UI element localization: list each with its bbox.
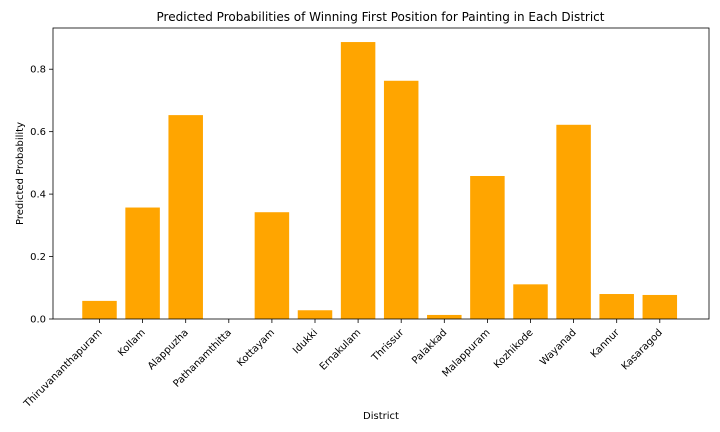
bars-group: [82, 42, 678, 320]
y-tick-label: 0.2: [30, 252, 46, 263]
x-tick-label: Kozhikode: [492, 327, 536, 371]
bar-ernakulam: [340, 42, 376, 320]
y-axis-label: Predicted Probability: [15, 122, 26, 225]
bar-kozhikode: [513, 284, 548, 319]
x-tick-label: Thrissur: [369, 327, 407, 365]
bar-wayanad: [556, 124, 591, 319]
chart-title: Predicted Probabilities of Winning First…: [157, 10, 605, 24]
y-tick-label: 0.4: [30, 190, 46, 201]
x-tick-label: Kottayam: [235, 327, 277, 369]
x-tick-label: Ernakulam: [318, 327, 363, 372]
y-tick-label: 0.6: [30, 127, 46, 138]
y-axis: 0.0 0.2 0.4 0.6 0.8: [30, 65, 53, 326]
x-tick-label: Idukki: [291, 327, 320, 356]
bar-malappuram: [470, 176, 505, 319]
x-tick-label: Kollam: [116, 327, 148, 359]
x-tick-label: Wayanad: [538, 327, 578, 367]
x-tick-label: Thiruvananthapuram: [21, 327, 104, 410]
bar-thrissur: [383, 80, 419, 320]
x-axis-label: District: [363, 411, 399, 422]
bar-kannur: [599, 294, 634, 319]
bar-kottayam: [254, 212, 290, 319]
bar-idukki: [297, 310, 333, 319]
y-tick-label: 0.0: [30, 315, 46, 326]
x-tick-label: Palakkad: [410, 327, 449, 366]
x-tick-label: Alappuzha: [146, 327, 191, 372]
x-tick-label: Kannur: [589, 327, 623, 361]
y-tick-label: 0.8: [30, 65, 46, 76]
bar-thiruvananthapuram: [82, 300, 117, 319]
x-tick-label: Kasaragod: [620, 327, 665, 372]
plot-frame: [52, 27, 710, 320]
bar-kollam: [125, 207, 160, 319]
bar-alappuzha: [168, 115, 203, 319]
x-axis: Thiruvananthapuram KollamAlappuzhaPathana…: [21, 319, 665, 410]
bar-palakkad: [427, 314, 462, 319]
bar-kasaragod: [642, 294, 678, 319]
